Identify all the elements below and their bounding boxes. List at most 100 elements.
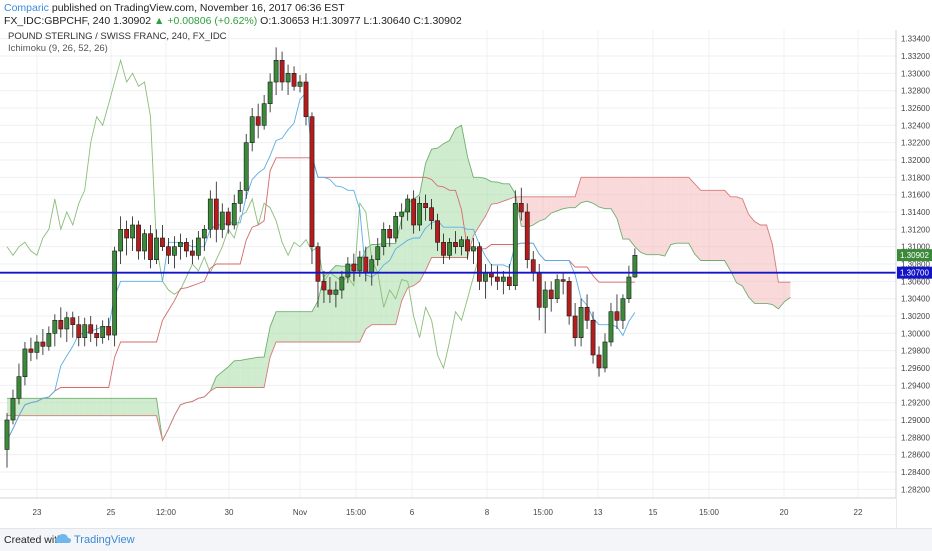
candle-body xyxy=(64,317,70,330)
publish-line: Comparic published on TradingView.com, N… xyxy=(4,2,345,14)
ichimoku-lines xyxy=(6,58,791,442)
cloud-segment xyxy=(389,243,396,325)
candle-body xyxy=(303,81,309,117)
cloud-segment xyxy=(449,128,456,258)
candle-body xyxy=(524,211,530,260)
symbol-label: FX_IDC:GBPCHF, 240 xyxy=(4,15,111,27)
y-tick-label: 1.28400 xyxy=(901,468,930,477)
cloud-segment xyxy=(748,214,755,304)
cloud-segment xyxy=(718,190,725,261)
cloud-segment xyxy=(36,398,43,416)
y-tick-label: 1.33200 xyxy=(901,52,930,61)
cloud-segment xyxy=(114,398,121,416)
candle-body xyxy=(231,203,237,226)
y-tick-label: 1.29400 xyxy=(901,381,930,390)
cloud-segment xyxy=(126,398,133,416)
x-tick-label: 12:00 xyxy=(156,508,177,517)
x-tick-label: 25 xyxy=(107,508,116,517)
cloud-segment xyxy=(670,177,677,245)
candle-body xyxy=(584,307,590,321)
candle-body xyxy=(189,250,195,256)
cloud-segment xyxy=(419,163,426,282)
last-price: 1.30902 xyxy=(113,15,152,27)
candle-body xyxy=(16,376,22,399)
cloud-segment xyxy=(311,300,318,342)
candle-body xyxy=(632,255,638,278)
cloud-segment xyxy=(658,177,665,256)
x-tick-label: 30 xyxy=(225,508,234,517)
author-link[interactable]: Comparic xyxy=(4,2,49,14)
cloud-segment xyxy=(730,196,737,283)
candle-body xyxy=(213,198,219,230)
cloud-segment xyxy=(575,177,582,208)
candle-body xyxy=(339,276,345,291)
cloud-segment xyxy=(587,177,594,204)
candle-body xyxy=(237,190,243,204)
chart-title: POUND STERLING / SWISS FRANC, 240, FX_ID… xyxy=(8,31,227,42)
open-value: 1.30653 xyxy=(271,15,310,27)
cloud-segment xyxy=(282,311,289,342)
candle-body xyxy=(136,224,141,252)
cloud-segment xyxy=(24,398,31,416)
cloud-segment xyxy=(610,177,617,219)
cloud-segment xyxy=(736,196,743,287)
candle-body xyxy=(530,259,536,273)
x-tick-label: 15:00 xyxy=(699,508,720,517)
candle-body xyxy=(40,341,46,347)
cloud-segment xyxy=(652,177,659,255)
cloud-segment xyxy=(120,398,127,416)
cloud-segment xyxy=(503,183,510,202)
cloud-segment xyxy=(42,398,49,416)
candle-body xyxy=(178,242,183,247)
time-axis[interactable] xyxy=(0,498,896,528)
candle-body xyxy=(291,73,297,87)
candle-body xyxy=(94,333,100,338)
candle-body xyxy=(375,246,381,260)
cloud-segment xyxy=(455,125,462,258)
chart-header: Comparic published on TradingView.com, N… xyxy=(0,0,932,30)
candle-body xyxy=(482,272,488,282)
x-tick-label: Nov xyxy=(293,508,307,517)
y-tick-label: 1.29800 xyxy=(901,347,930,356)
candle-body xyxy=(207,198,213,230)
cloud-segment xyxy=(18,398,25,416)
x-tick-label: 15:00 xyxy=(346,508,367,517)
cloud-segment xyxy=(700,190,707,261)
candle-body xyxy=(435,220,440,243)
cloud-segment xyxy=(694,183,701,261)
candle-body xyxy=(249,116,255,143)
open-label: O: xyxy=(260,15,272,27)
cloud-segment xyxy=(497,182,504,204)
chikou-span-line xyxy=(6,58,480,370)
y-tick-label: 1.33000 xyxy=(901,69,930,78)
x-axis-labels: 23 25 12:00 30 Nov 15:00 6 8 15:00 13 15 15:00 20 22 xyxy=(33,508,863,517)
price-axis[interactable] xyxy=(896,30,932,528)
cloud-segment xyxy=(132,398,139,416)
candle-body xyxy=(4,419,10,450)
candle-body xyxy=(626,276,632,299)
price-chart[interactable]: 1.28200 1.28400 1.28600 1.28800 1.29000 1.292… xyxy=(0,30,932,528)
candle-body xyxy=(453,242,458,247)
candle-body xyxy=(429,207,434,221)
cloud-segment xyxy=(306,311,312,342)
candle-body xyxy=(441,242,446,256)
y-tick-label: 1.29600 xyxy=(901,364,930,373)
cloud-segment xyxy=(664,177,671,256)
y-tick-label: 1.31600 xyxy=(901,191,930,200)
cloud-segment xyxy=(581,177,588,203)
tradingview-logo[interactable]: TradingView xyxy=(74,534,135,546)
candle-body xyxy=(608,311,614,343)
y-tick-label: 1.31400 xyxy=(901,208,930,217)
cloud-segment xyxy=(329,265,336,342)
senkou-span-a-line xyxy=(7,124,791,442)
candle-body xyxy=(22,348,28,377)
y-tick-label: 1.31200 xyxy=(901,225,930,234)
candles xyxy=(4,47,638,468)
cloud-segment xyxy=(491,181,498,205)
candle-body xyxy=(572,315,578,338)
cloud-segment xyxy=(144,398,151,416)
candle-body xyxy=(279,60,285,83)
cloud-segment xyxy=(66,398,73,416)
cloud-segment xyxy=(742,199,749,297)
cloud-segment xyxy=(228,360,235,388)
